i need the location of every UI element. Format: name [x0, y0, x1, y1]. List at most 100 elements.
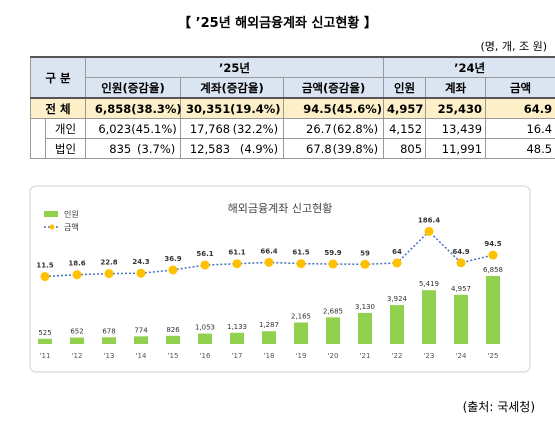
line-label: 22.8: [100, 259, 117, 267]
line-marker: [328, 259, 338, 269]
rate: (45.1%): [131, 121, 177, 136]
data-cell: 30,351(19.4%): [180, 97, 285, 119]
table-row: 개인 6,023(45.1%) 17,768 (32.2%) 26.7(62.8%) 4,…: [30, 118, 555, 159]
count: 94.5: [303, 101, 332, 116]
row-label: 개인: [44, 118, 87, 139]
source: (출처: 국세청): [462, 400, 535, 414]
count: 835: [109, 141, 132, 156]
rate: (45.6%): [331, 101, 383, 116]
line-label: 61.5: [292, 249, 309, 257]
x-tick-label: '13: [104, 352, 115, 360]
line-marker: [488, 250, 498, 260]
data-cell: 94.5(45.6%): [283, 97, 385, 119]
x-tick-label: '12: [72, 352, 83, 360]
legend-label: 금액: [64, 222, 79, 232]
legend-swatch: [44, 211, 58, 217]
bar-label: 826: [166, 326, 180, 334]
bar-label: 1,287: [259, 321, 279, 329]
x-tick-label: '17: [232, 352, 243, 360]
line-label: 94.5: [484, 240, 501, 248]
legend-label: 인원: [64, 209, 79, 219]
count: 17,768: [189, 121, 231, 136]
line-label: 64.9: [452, 248, 469, 256]
line-marker: [136, 268, 146, 278]
header-cell: 구 분: [30, 56, 87, 99]
count: 6,023: [98, 121, 132, 136]
data-cell: 17,768 (32.2%): [180, 118, 285, 139]
count: 67.8: [306, 141, 332, 156]
bar-label: 1,053: [195, 324, 215, 332]
doc-title: 【 ’25년 해외금융계좌 신고현황 】: [178, 16, 377, 31]
bar-label: 525: [38, 329, 51, 337]
line-marker: [360, 259, 370, 269]
header-cell: 금액(증감율): [283, 77, 385, 99]
data-cell: 4,957: [383, 97, 427, 119]
bar: [294, 322, 308, 344]
x-tick-label: '22: [392, 352, 403, 360]
data-cell: 4,152: [383, 118, 427, 139]
data-cell: 25,430: [425, 97, 487, 119]
header-cell: 계좌(증감율): [180, 77, 285, 99]
data-cell: 6,858(38.3%): [85, 97, 182, 119]
chart-title: 해외금융계좌 신고현황: [228, 201, 333, 215]
x-tick-label: '11: [40, 352, 51, 360]
line-marker: [72, 270, 82, 280]
table-row: 인원(증감율) 계좌(증감율) 금액(증감율) 인원 계좌 금액: [31, 77, 555, 99]
bar-label: 652: [70, 328, 83, 336]
x-tick-label: '20: [328, 352, 339, 360]
bar-label: 5,419: [419, 280, 439, 288]
bar: [70, 337, 84, 344]
x-tick-label: '23: [424, 352, 435, 360]
x-tick-label: '15: [168, 352, 179, 360]
bar: [262, 331, 276, 344]
line-label: 56.1: [196, 250, 213, 258]
count: 12,583: [189, 141, 231, 156]
bar-label: 2,685: [323, 307, 343, 315]
data-cell: 835 (3.7%): [85, 138, 182, 159]
data-cell: 12,583 (4.9%): [180, 138, 285, 159]
line-marker: [232, 259, 242, 269]
table: 구 분 ’25년 ’24년 인원(증감율) 계좌(증감율) 금액(증감율) 인원 계좌 금액 전 …: [30, 56, 555, 159]
bar: [326, 317, 340, 344]
line-marker: [168, 265, 178, 275]
bar: [166, 335, 180, 344]
data-cell: 67.8(39.8%): [283, 138, 385, 159]
row-label: 법인: [44, 138, 87, 159]
line-label: 66.4: [260, 247, 277, 255]
table-row: 법인 835 (3.7%) 12,583 (4.9%) 67.8(39.8%) 805 11,…: [31, 138, 555, 159]
line-label: 36.9: [164, 255, 181, 263]
header-cell: 계좌: [425, 77, 487, 99]
line-marker: [264, 257, 274, 267]
bar: [358, 312, 372, 344]
rate: (62.8%): [332, 121, 379, 136]
data-cell: 48.5: [485, 138, 555, 159]
rate: (32.2%): [232, 121, 279, 136]
x-tick-label: '14: [136, 352, 147, 360]
line-marker: [40, 272, 50, 282]
chart-frame: [29, 185, 531, 373]
line-marker: [392, 258, 402, 268]
table-row: 전 체 6,858(38.3%) 30,351(19.4%) 94.5(45.6%) 4…: [30, 97, 555, 119]
bar-label: 3,924: [387, 295, 408, 303]
rate: (19.4%): [230, 101, 281, 116]
x-tick-label: '16: [200, 352, 211, 360]
bar-label: 678: [102, 327, 115, 335]
legend-marker: [49, 224, 55, 230]
table-row: 구 분 ’25년 ’24년: [30, 56, 555, 99]
header-cell: 인원(증감율): [85, 77, 182, 99]
bar: [230, 332, 244, 344]
x-tick-label: '18: [264, 352, 275, 360]
x-tick-label: '24: [456, 352, 467, 360]
line-label: 11.5: [36, 262, 53, 270]
line-marker: [296, 259, 306, 269]
line-marker: [456, 258, 466, 268]
header-cell: ’25년: [85, 56, 385, 78]
line-label: 18.6: [68, 260, 85, 268]
line-marker: [200, 260, 210, 270]
bar: [38, 338, 52, 344]
rate: (4.9%): [239, 141, 279, 156]
line-label: 24.3: [132, 258, 149, 266]
bar-label: 2,165: [291, 313, 311, 321]
rate: (38.3%): [131, 101, 182, 116]
